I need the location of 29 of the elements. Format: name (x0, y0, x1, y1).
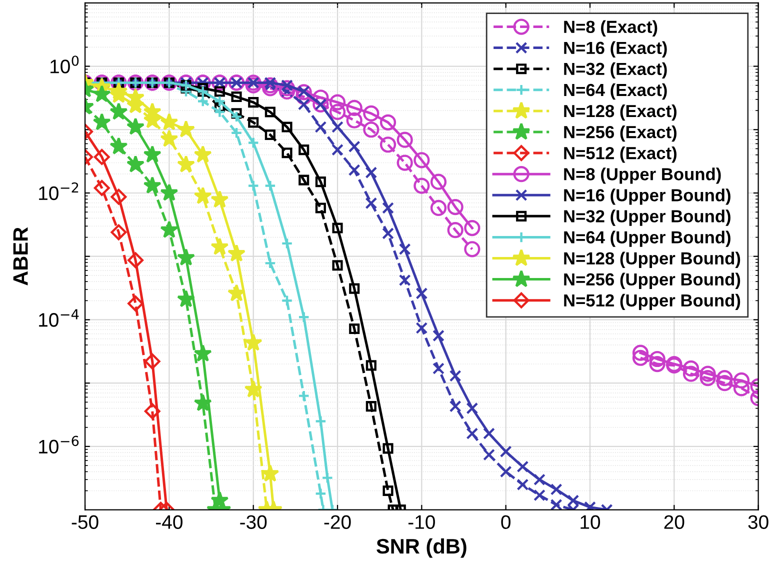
x-tick-label: -50 (72, 515, 98, 529)
legend-label: N=8 (Exact) (564, 20, 658, 36)
x-tick-label: 10 (580, 515, 600, 529)
x-tick-label: -10 (408, 515, 435, 529)
legend-label: N=256 (Upper Bound) (564, 272, 740, 289)
y-tick-label: 10$^{0}$ (50, 56, 79, 74)
legend-label: N=32 (Exact) (564, 62, 667, 79)
y-tick-label: 10$^{−4}$ (39, 309, 79, 327)
legend-label: N=256 (Exact) (564, 125, 676, 142)
legend-label: N=128 (Exact) (564, 104, 676, 121)
x-tick-label: 20 (664, 515, 684, 529)
x-tick-label: 0 (501, 515, 510, 529)
legend-label: N=16 (Exact) (564, 41, 667, 58)
x-tick-label: -30 (240, 515, 267, 529)
legend-label: N=8 (Upper Bound) (564, 168, 721, 184)
legend-label: N=32 (Upper Bound) (564, 210, 730, 226)
x-tick-label: 30 (748, 515, 768, 529)
legend-label: N=64 (Upper Bound) (564, 230, 730, 247)
x-tick-label: -20 (324, 515, 351, 529)
x-tick-label: -40 (156, 515, 182, 529)
legend-label: N=64 (Exact) (564, 83, 667, 100)
legend-label: N=512 (Upper Bound) (564, 294, 740, 310)
legend-label: N=128 (Upper Bound) (564, 252, 740, 268)
y-axis-title: ABER (13, 227, 28, 286)
y-tick-label: 10$^{−2}$ (39, 182, 78, 200)
x-axis-title: SNR (dB) (376, 538, 466, 558)
legend-label: N=16 (Upper Bound) (564, 188, 730, 205)
legend-label: N=512 (Exact) (564, 146, 676, 163)
y-tick-label: 10$^{−6}$ (39, 436, 79, 454)
